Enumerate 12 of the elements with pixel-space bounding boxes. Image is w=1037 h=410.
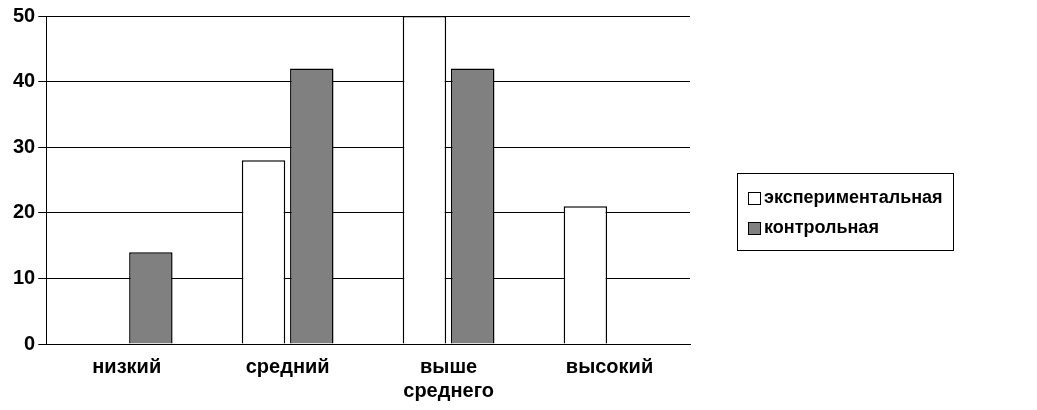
y-tick-label: 50 xyxy=(13,3,36,26)
y-tick-label: 40 xyxy=(13,69,36,92)
y-tick-label: 0 xyxy=(24,331,36,354)
x-tick-label: высокий xyxy=(565,354,654,377)
y-tick-label: 30 xyxy=(13,134,36,157)
x-tick-label: низкий xyxy=(92,354,162,377)
y-tick-label: 10 xyxy=(13,265,36,288)
text: экспериментальная xyxy=(764,187,943,207)
y-tick-label: 20 xyxy=(13,200,36,223)
x-tick-label: средний xyxy=(245,354,330,377)
legend-label: контрольная xyxy=(764,217,879,237)
x-tick-label: выше среднего xyxy=(403,354,494,401)
